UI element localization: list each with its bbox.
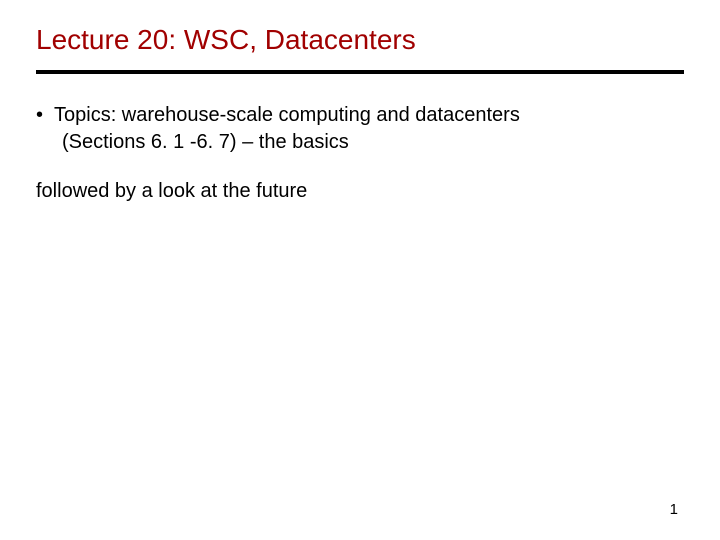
bullet-line2: (Sections 6. 1 -6. 7) – the basics (36, 129, 684, 156)
bullet-item: • Topics: warehouse-scale computing and … (36, 102, 684, 129)
slide: Lecture 20: WSC, Datacenters • Topics: w… (0, 0, 720, 540)
slide-title: Lecture 20: WSC, Datacenters (36, 24, 684, 66)
slide-body: • Topics: warehouse-scale computing and … (36, 102, 684, 205)
bullet-glyph: • (36, 102, 54, 129)
page-number: 1 (670, 501, 678, 518)
bullet-line1: Topics: warehouse-scale computing and da… (54, 102, 520, 129)
followup-text: followed by a look at the future (36, 178, 684, 205)
title-rule (36, 70, 684, 74)
